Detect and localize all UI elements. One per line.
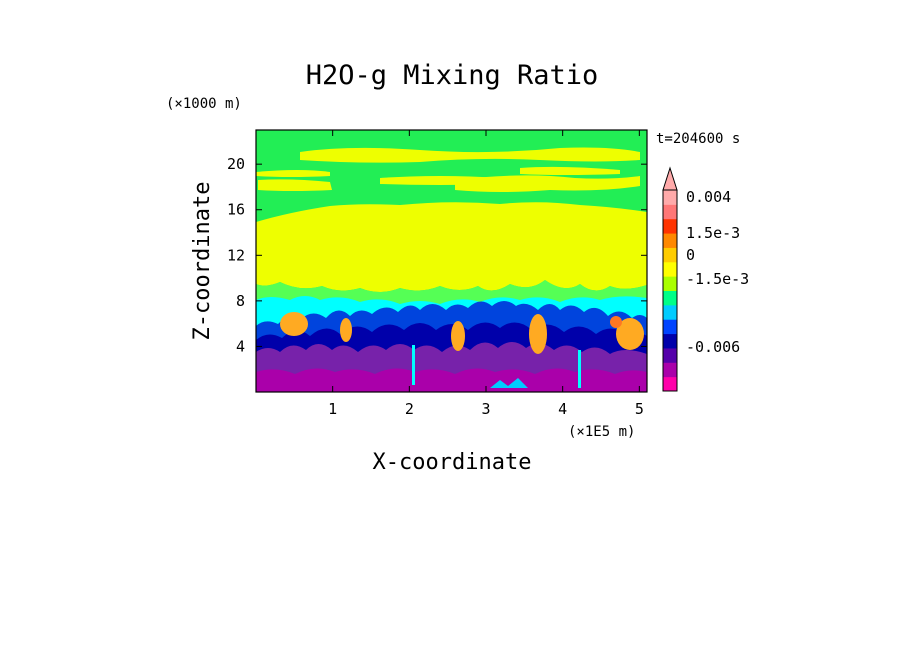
x-tick-label: 5 bbox=[635, 400, 644, 418]
colorbar-swatch bbox=[663, 204, 677, 220]
orange-blob bbox=[451, 321, 465, 351]
colorbar-swatch bbox=[663, 190, 677, 205]
colorbar-swatch bbox=[663, 218, 677, 234]
colorbar: 0.004 1.5e-3 0 -1.5e-3 -0.006 bbox=[662, 166, 749, 392]
y-unit-label: (×1000 m) bbox=[166, 96, 242, 112]
cyan-plume bbox=[578, 350, 581, 388]
yellow-band bbox=[256, 202, 647, 292]
orange-blob bbox=[280, 312, 308, 336]
upper-yellow-strip bbox=[300, 147, 640, 163]
colorbar-swatch bbox=[663, 261, 677, 277]
colorbar-swatch bbox=[663, 347, 677, 363]
y-axis: 4 8 12 16 20 bbox=[227, 155, 647, 355]
colorbar-swatch bbox=[663, 376, 677, 392]
upper-yellow-strip bbox=[455, 175, 640, 192]
colorbar-swatch bbox=[663, 233, 677, 248]
y-tick-label: 4 bbox=[236, 337, 245, 355]
upper-yellow-strip bbox=[258, 179, 332, 191]
colorbar-extension-arrow bbox=[662, 166, 678, 191]
colorbar-label: 1.5e-3 bbox=[686, 224, 740, 242]
y-tick-label: 8 bbox=[236, 292, 245, 310]
colorbar-swatch bbox=[663, 247, 677, 263]
colorbar-label: 0 bbox=[686, 246, 695, 264]
x-unit-label: (×1E5 m) bbox=[568, 424, 635, 440]
upper-yellow-strip bbox=[520, 166, 620, 175]
x-axis: 1 2 3 4 5 bbox=[328, 130, 644, 418]
magenta-base bbox=[256, 368, 647, 392]
x-tick-label: 4 bbox=[558, 400, 567, 418]
orange-blob bbox=[340, 318, 352, 342]
colorbar-swatch bbox=[663, 319, 677, 335]
y-tick-label: 20 bbox=[227, 155, 245, 173]
colorbar-swatch bbox=[663, 276, 677, 291]
cyan-plume bbox=[412, 345, 415, 385]
colorbar-label: 0.004 bbox=[686, 188, 731, 206]
time-label: t=204600 s bbox=[656, 131, 740, 147]
orange-blob bbox=[529, 314, 547, 354]
colorbar-frame bbox=[662, 189, 678, 392]
colorbar-label: -1.5e-3 bbox=[686, 270, 749, 288]
y-tick-label: 12 bbox=[227, 246, 245, 264]
colorbar-swatch bbox=[663, 304, 677, 320]
orange-blob bbox=[616, 318, 644, 350]
cyan-surface bbox=[490, 378, 528, 388]
colorbar-swatch bbox=[663, 333, 677, 349]
plot-frame bbox=[255, 129, 648, 393]
x-tick-label: 2 bbox=[405, 400, 414, 418]
y-axis-label: Z-coordinate bbox=[190, 182, 215, 341]
chart-title: H2O-g Mixing Ratio bbox=[306, 60, 599, 91]
x-tick-label: 1 bbox=[328, 400, 337, 418]
x-tick-label: 3 bbox=[481, 400, 490, 418]
x-axis-label: X-coordinate bbox=[373, 450, 532, 475]
heatmap-field bbox=[256, 130, 647, 392]
colorbar-swatch bbox=[663, 290, 677, 306]
upper-yellow-strip bbox=[256, 170, 330, 177]
y-tick-label: 16 bbox=[227, 201, 245, 219]
orange-blob bbox=[610, 316, 622, 328]
colorbar-label: -0.006 bbox=[686, 338, 740, 356]
colorbar-swatch bbox=[663, 362, 677, 378]
